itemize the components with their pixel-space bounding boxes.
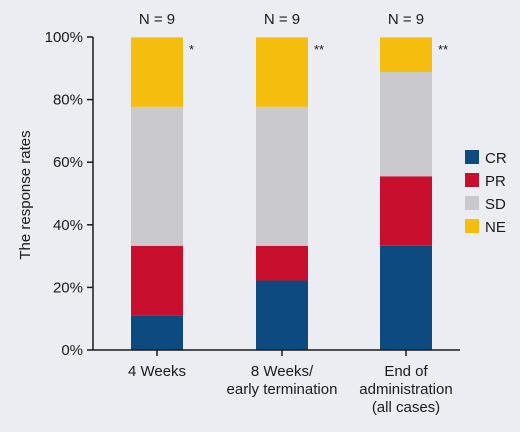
y-tick-label: 100% [45,29,83,46]
y-tick-label: 0% [61,342,83,359]
bar-segment-ne [380,37,432,73]
significance-marker: * [189,42,194,57]
legend-swatch-sd [465,196,479,210]
x-category-label: End of [384,363,428,380]
bar-segment-sd [131,106,183,246]
y-tick-label: 80% [53,92,83,109]
legend-label: CR [485,150,507,167]
legend: CR PR SD NE [465,150,507,236]
legend-swatch-cr [465,150,479,164]
bar-segment-pr [256,245,308,281]
y-axis: 0% 20% 40% 60% 80% 100% [45,29,94,359]
bar-segment-ne [256,37,308,107]
bar-segment-pr [131,245,183,316]
bar-segment-cr [256,280,308,350]
x-category-label: (all cases) [372,399,440,416]
n-label: N = 9 [264,11,300,28]
y-tick-label: 60% [53,154,83,171]
significance-marker: ** [438,42,448,57]
x-category-label: 8 Weeks/ [251,363,314,380]
legend-swatch-ne [465,219,479,233]
legend-label: PR [485,173,506,190]
bar-segment-sd [380,72,432,177]
bars: N = 9 * N = 9 ** N = 9 ** [131,11,448,350]
legend-swatch-pr [465,173,479,187]
x-category-label: administration [359,381,452,398]
x-category-label: 4 Weeks [128,363,186,380]
y-tick-label: 40% [53,217,83,234]
bar-segment-sd [256,106,308,246]
n-label: N = 9 [388,11,424,28]
n-label: N = 9 [139,11,175,28]
bar-segment-pr [380,176,432,246]
x-category-label: early termination [227,381,338,398]
x-axis: 4 Weeks 8 Weeks/early termination End ofad… [93,349,460,416]
bar-segment-cr [380,245,432,350]
bar-segment-cr [131,315,183,350]
legend-label: SD [485,196,506,213]
significance-marker: ** [314,42,324,57]
y-tick-label: 20% [53,279,83,296]
bar-segment-ne [131,37,183,107]
y-axis-title: The response rates [17,130,34,259]
legend-label: NE [485,219,506,236]
